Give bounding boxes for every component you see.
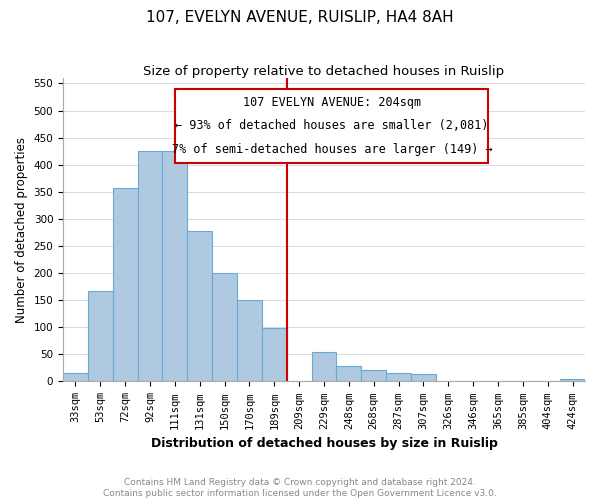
Bar [411, 374, 436, 382]
Bar [337, 366, 361, 382]
Bar [560, 378, 585, 382]
Bar [137, 151, 163, 382]
Text: 7% of semi-detached houses are larger (149) →: 7% of semi-detached houses are larger (1… [172, 143, 492, 156]
Text: 107 EVELYN AVENUE: 204sqm: 107 EVELYN AVENUE: 204sqm [243, 96, 421, 108]
Bar [63, 374, 88, 382]
Bar [386, 374, 411, 382]
Bar [88, 291, 113, 382]
Bar [113, 188, 137, 382]
Bar [311, 352, 337, 382]
Bar [262, 328, 287, 382]
Bar [163, 151, 187, 382]
Bar [237, 300, 262, 382]
Y-axis label: Number of detached properties: Number of detached properties [15, 136, 28, 322]
Bar [361, 370, 386, 382]
Text: Contains HM Land Registry data © Crown copyright and database right 2024.
Contai: Contains HM Land Registry data © Crown c… [103, 478, 497, 498]
Text: ← 93% of detached houses are smaller (2,081): ← 93% of detached houses are smaller (2,… [175, 120, 488, 132]
Bar [212, 273, 237, 382]
Text: 107, EVELYN AVENUE, RUISLIP, HA4 8AH: 107, EVELYN AVENUE, RUISLIP, HA4 8AH [146, 10, 454, 25]
FancyBboxPatch shape [175, 88, 488, 163]
Title: Size of property relative to detached houses in Ruislip: Size of property relative to detached ho… [143, 65, 505, 78]
X-axis label: Distribution of detached houses by size in Ruislip: Distribution of detached houses by size … [151, 437, 497, 450]
Bar [187, 231, 212, 382]
